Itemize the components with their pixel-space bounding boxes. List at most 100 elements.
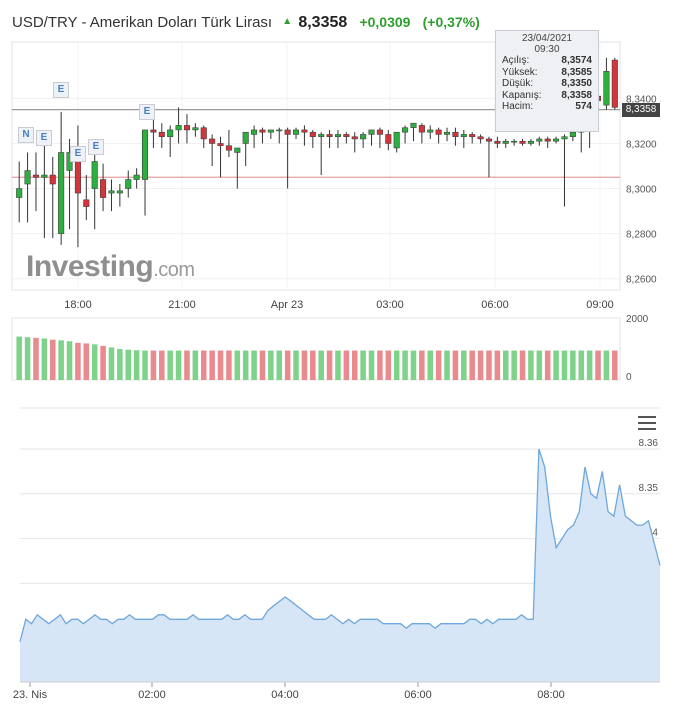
candle-body bbox=[376, 129, 383, 135]
candle-body bbox=[200, 127, 207, 140]
volume-bar bbox=[419, 350, 425, 380]
event-marker-e[interactable]: E bbox=[139, 104, 155, 120]
candle-body bbox=[16, 188, 23, 198]
x-tick-label: 03:00 bbox=[376, 299, 404, 311]
candle-body bbox=[225, 145, 232, 151]
y-tick-label: 8,3000 bbox=[626, 185, 657, 196]
volume-bar bbox=[402, 350, 408, 380]
candle-body bbox=[418, 125, 425, 133]
price-change: +0,0309 bbox=[359, 14, 411, 30]
candle-body bbox=[83, 199, 90, 207]
volume-bar bbox=[335, 350, 341, 380]
volume-bar bbox=[242, 350, 249, 380]
tooltip-row: Kapanış: 8,3358 bbox=[502, 89, 592, 101]
event-marker-n[interactable]: N bbox=[18, 127, 34, 143]
volume-bar bbox=[293, 350, 299, 380]
candle-body bbox=[477, 136, 484, 140]
candle-body bbox=[334, 134, 341, 137]
y-tick-label: 2000 bbox=[626, 314, 649, 325]
candle-body bbox=[393, 131, 400, 149]
candle-body bbox=[469, 134, 476, 137]
hamburger-menu-icon[interactable] bbox=[638, 416, 656, 430]
x-tick-label: 08:00 bbox=[537, 689, 565, 701]
volume-bar bbox=[301, 350, 308, 380]
series-line bbox=[19, 448, 661, 642]
candle-body bbox=[150, 129, 157, 133]
candle-body bbox=[444, 131, 451, 135]
price-change-percent: (+0,37%) bbox=[422, 14, 480, 30]
volume-bar bbox=[561, 350, 568, 380]
candle-body bbox=[108, 190, 115, 194]
volume-bar bbox=[586, 350, 593, 380]
volume-bar bbox=[435, 350, 442, 380]
volume-bar bbox=[251, 350, 257, 380]
volume-bar bbox=[276, 350, 283, 380]
volume-bar bbox=[91, 344, 98, 380]
volume-bar bbox=[24, 337, 31, 380]
volume-bar bbox=[351, 350, 358, 380]
y-tick-label: 8,3200 bbox=[626, 139, 657, 150]
up-arrow-icon: ▲ bbox=[282, 16, 293, 27]
instrument-title: USD/TRY - Amerikan Doları Türk Lirası bbox=[12, 14, 273, 31]
candle-body bbox=[24, 170, 31, 185]
candle-body bbox=[158, 131, 165, 137]
event-marker-e[interactable]: E bbox=[36, 130, 52, 146]
volume-bar bbox=[125, 349, 132, 380]
candle-body bbox=[217, 143, 224, 146]
chart-header: USD/TRY - Amerikan Doları Türk Lirası ▲ … bbox=[12, 14, 480, 36]
volume-bar bbox=[570, 350, 576, 380]
candle-body bbox=[569, 131, 576, 137]
volume-bar bbox=[318, 350, 324, 380]
volume-bar bbox=[234, 350, 241, 380]
volume-bar bbox=[159, 350, 165, 380]
volume-bar bbox=[150, 350, 157, 380]
volume-bar bbox=[595, 350, 601, 380]
volume-bar bbox=[385, 350, 392, 380]
y-tick-label: 8,3400 bbox=[626, 94, 657, 105]
candle-body bbox=[259, 129, 266, 133]
candle-body bbox=[561, 136, 568, 140]
tooltip-row: Hacim: 574 bbox=[502, 101, 592, 112]
candle-body bbox=[603, 71, 610, 106]
candle-body bbox=[460, 134, 467, 137]
volume-bar bbox=[469, 350, 475, 380]
candle-body bbox=[435, 129, 442, 135]
volume-frame bbox=[11, 317, 621, 381]
candle-body bbox=[41, 174, 48, 178]
volume-bar bbox=[16, 336, 22, 380]
volume-bar bbox=[494, 350, 501, 380]
volume-bar bbox=[360, 350, 366, 380]
candle-body bbox=[402, 127, 409, 133]
candle-body bbox=[49, 174, 56, 185]
x-tick-label: 23. Nis bbox=[13, 689, 48, 701]
volume-bar bbox=[167, 350, 173, 380]
volume-bar bbox=[75, 342, 81, 380]
volume-bar bbox=[343, 350, 350, 380]
candle-body bbox=[58, 152, 65, 234]
volume-bar bbox=[410, 350, 417, 380]
volume-bar bbox=[284, 350, 291, 380]
candle-body bbox=[360, 134, 367, 140]
volume-bar bbox=[192, 350, 199, 380]
candle-body bbox=[611, 59, 618, 108]
volume-bar bbox=[268, 350, 274, 380]
candle-body bbox=[116, 190, 123, 194]
candlestick-chart[interactable]: 8,3400 8,3200 8,3000 8,2800 8,2600 18:00 21:00… bbox=[0, 0, 678, 320]
event-marker-e[interactable]: E bbox=[70, 146, 86, 162]
last-price: 8,3358 bbox=[298, 14, 348, 31]
x-tick-label: 21:00 bbox=[168, 299, 196, 311]
event-marker-e[interactable]: E bbox=[53, 82, 69, 98]
volume-bar bbox=[217, 350, 224, 380]
event-marker-e[interactable]: E bbox=[88, 139, 104, 155]
candle-body bbox=[544, 138, 551, 142]
volume-bar bbox=[209, 350, 215, 380]
candle-body bbox=[309, 131, 316, 137]
volume-bar bbox=[486, 350, 492, 380]
ohlc-tooltip: 23/04/2021 09:30 Açılış: 8,3574 Yüksek: 8,… bbox=[495, 30, 599, 132]
volume-bar bbox=[41, 338, 48, 380]
candle-body bbox=[410, 122, 417, 128]
candle-body bbox=[301, 129, 308, 133]
investing-watermark: Investing.com bbox=[26, 250, 195, 283]
volume-bar bbox=[368, 350, 375, 380]
